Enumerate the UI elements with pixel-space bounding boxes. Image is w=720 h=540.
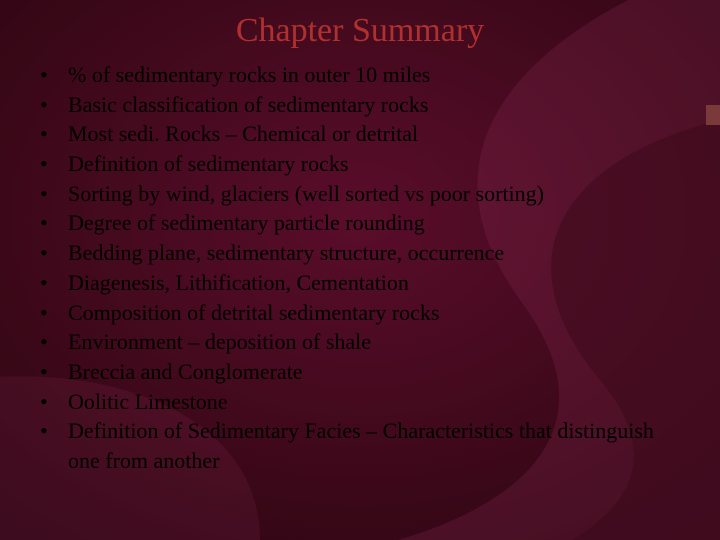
bullet-list: •% of sedimentary rocks in outer 10 mile… [30,60,690,476]
list-item-text: Definition of Sedimentary Facies – Chara… [68,416,690,475]
list-item-text: Environment – deposition of shale [68,327,690,357]
bullet-icon: • [38,357,68,387]
list-item: •Environment – deposition of shale [38,327,690,357]
list-item-text: Sorting by wind, glaciers (well sorted v… [68,179,690,209]
list-item: •Breccia and Conglomerate [38,357,690,387]
bullet-icon: • [38,60,68,90]
list-item: •Most sedi. Rocks – Chemical or detrital [38,119,690,149]
slide-title: Chapter Summary [30,12,690,50]
slide: Chapter Summary •% of sedimentary rocks … [0,0,720,540]
list-item-text: % of sedimentary rocks in outer 10 miles [68,60,690,90]
list-item: •Diagenesis, Lithification, Cementation [38,268,690,298]
list-item: •Composition of detrital sedimentary roc… [38,298,690,328]
list-item: •Oolitic Limestone [38,387,690,417]
bullet-icon: • [38,416,68,446]
list-item-text: Definition of sedimentary rocks [68,149,690,179]
list-item-text: Oolitic Limestone [68,387,690,417]
bullet-icon: • [38,387,68,417]
bullet-icon: • [38,298,68,328]
list-item-text: Diagenesis, Lithification, Cementation [68,268,690,298]
bullet-icon: • [38,238,68,268]
list-item: •Sorting by wind, glaciers (well sorted … [38,179,690,209]
bullet-icon: • [38,149,68,179]
bullet-icon: • [38,119,68,149]
list-item-text: Composition of detrital sedimentary rock… [68,298,690,328]
accent-bar [706,105,720,125]
list-item: •Degree of sedimentary particle rounding [38,208,690,238]
list-item-text: Degree of sedimentary particle rounding [68,208,690,238]
list-item: •Basic classification of sedimentary roc… [38,90,690,120]
list-item: •Definition of Sedimentary Facies – Char… [38,416,690,475]
list-item: •Bedding plane, sedimentary structure, o… [38,238,690,268]
bullet-icon: • [38,327,68,357]
bullet-icon: • [38,268,68,298]
list-item: •Definition of sedimentary rocks [38,149,690,179]
list-item-text: Basic classification of sedimentary rock… [68,90,690,120]
list-item-text: Bedding plane, sedimentary structure, oc… [68,238,690,268]
bullet-icon: • [38,179,68,209]
list-item-text: Breccia and Conglomerate [68,357,690,387]
list-item-text: Most sedi. Rocks – Chemical or detrital [68,119,690,149]
list-item: •% of sedimentary rocks in outer 10 mile… [38,60,690,90]
bullet-icon: • [38,90,68,120]
bullet-icon: • [38,208,68,238]
